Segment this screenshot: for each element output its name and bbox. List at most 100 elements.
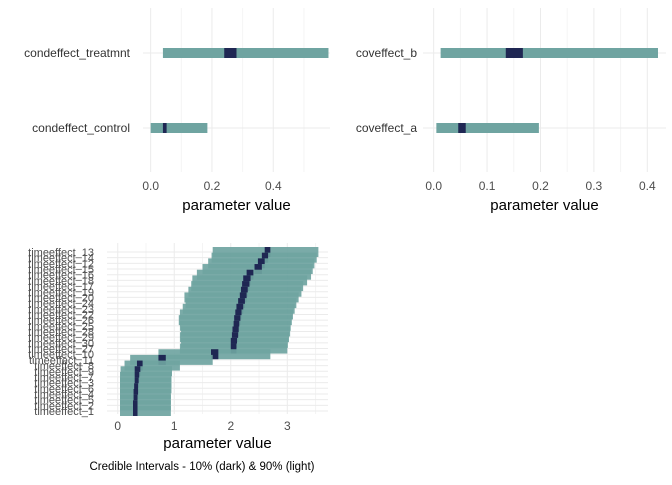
x-tick-label: 0.4: [265, 179, 282, 193]
interval-10-bar: [230, 343, 237, 354]
category-label: timeeffect_7: [34, 372, 94, 384]
category-label: timeeffect_22: [28, 309, 94, 321]
x-tick-label: 0.1: [479, 179, 496, 193]
category-label: timeeffect_18: [28, 275, 94, 287]
category-label: timeeffect_30: [28, 338, 94, 350]
interval-10-bar: [133, 394, 138, 405]
panel-condeffect: condeffect_treatmnt condeffect_control 0.0…: [24, 8, 330, 214]
interval-10-bar: [505, 48, 523, 58]
x-tick-label: 0.2: [204, 179, 221, 193]
interval-90-bar: [124, 360, 180, 371]
x-tick-label: 3: [284, 419, 291, 433]
interval-10-bar: [134, 377, 139, 388]
panel-coveffect: coveffect_b coveffect_a 0.0 0.1 0.2 0.3 0.4 par…: [356, 8, 666, 214]
figure-caption: Credible Intervals - 10% (dark) & 90% (l…: [90, 461, 315, 473]
interval-10-bar: [239, 292, 247, 303]
interval-10-bar: [133, 388, 139, 399]
interval-10-bar: [246, 269, 254, 280]
interval-10-bar: [230, 337, 237, 348]
interval-10-bar: [133, 406, 138, 416]
category-label: timeeffect_27: [28, 344, 94, 356]
interval-10-bar: [231, 332, 239, 343]
interval-90-bar: [162, 48, 329, 58]
interval-90-bar: [196, 269, 312, 280]
interval-90-bar: [120, 383, 172, 394]
interval-90-bar: [120, 394, 171, 405]
category-label: condeffect_treatmnt: [24, 46, 131, 60]
interval-10-bar: [224, 48, 237, 58]
category-label: condeffect_control: [32, 121, 130, 135]
interval-10-bar: [240, 286, 248, 297]
x-tick-label: 2: [227, 419, 234, 433]
category-label: timeeffect_9: [34, 366, 94, 378]
interval-10-bar: [234, 315, 241, 326]
category-label: timeeffect_12: [28, 258, 94, 270]
category-label: timeeffect_25: [28, 321, 94, 333]
interval-10-bar: [264, 247, 271, 257]
interval-10-bar: [136, 360, 143, 371]
x-tick-label: 1: [171, 419, 178, 433]
category-label: timeeffect_10: [28, 349, 94, 361]
interval-10-bar: [243, 275, 251, 286]
interval-10-bar: [134, 371, 140, 382]
category-label: timeeffect_20: [28, 292, 94, 304]
category-label: timeeffect_6: [34, 383, 94, 395]
interval-10-bar: [134, 366, 141, 377]
category-label: timeeffect_4: [34, 389, 94, 401]
interval-90-bar: [150, 123, 208, 133]
category-label: timeeffect_26: [28, 315, 94, 327]
interval-10-bar: [162, 123, 167, 133]
interval-10-bar: [133, 400, 138, 411]
category-label: coveffect_a: [356, 121, 417, 135]
interval-90-bar: [120, 400, 171, 411]
interval-10-bar: [242, 281, 250, 292]
interval-10-bar: [458, 123, 466, 133]
interval-10-bar: [134, 383, 139, 394]
category-label: timeeffect_1: [34, 406, 94, 418]
interval-10-bar: [238, 298, 245, 309]
interval-10-bar: [211, 349, 219, 360]
category-label: timeeffect_15: [28, 264, 94, 276]
category-label: timeeffect_14: [28, 253, 94, 265]
interval-10-bar: [232, 326, 239, 337]
x-tick-label: 0.4: [639, 179, 656, 193]
category-label: timeeffect_16: [28, 270, 94, 282]
x-tick-label: 0.2: [532, 179, 549, 193]
interval-10-bar: [261, 252, 269, 263]
interval-10-bar: [254, 264, 262, 275]
category-label: timeeffect_19: [28, 287, 94, 299]
interval-90-bar: [120, 366, 172, 377]
x-tick-label: 0.0: [425, 179, 442, 193]
interval-90-bar: [120, 371, 172, 382]
x-tick-label: 0.3: [586, 179, 603, 193]
x-tick-label: 0.0: [142, 179, 159, 193]
interval-10-bar: [235, 309, 242, 320]
category-label: timeeffect_17: [28, 281, 94, 293]
category-label: timeeffect_11: [29, 355, 94, 367]
category-label: timeeffect_8: [34, 361, 94, 373]
panel-timeeffect: timeeffect_13timeeffect_14timeeffect_12t…: [28, 243, 328, 452]
x-axis-title: parameter value: [182, 197, 290, 214]
category-label: timeeffect_13: [28, 247, 94, 259]
category-label: timeeffect_2: [34, 400, 94, 412]
x-tick-label: 0: [114, 419, 121, 433]
interval-10-bar: [257, 258, 265, 269]
x-axis-title: parameter value: [163, 435, 271, 452]
interval-90-bar: [130, 354, 213, 365]
category-label: timeeffect_5: [34, 395, 94, 407]
category-label: timeeffect_29: [28, 332, 94, 344]
interval-90-bar: [436, 123, 539, 133]
interval-10-bar: [233, 320, 240, 331]
category-label: timeeffect_24: [28, 298, 94, 310]
interval-10-bar: [158, 354, 166, 365]
interval-90-bar: [120, 377, 172, 388]
category-label: timeeffect_28: [28, 327, 94, 339]
interval-10-bar: [236, 303, 244, 314]
interval-90-bar: [120, 406, 171, 416]
interval-90-bar: [120, 388, 171, 399]
category-label: timeeffect_23: [28, 304, 94, 316]
category-label: coveffect_b: [356, 46, 417, 60]
x-axis-title: parameter value: [490, 197, 598, 214]
category-label: timeeffect_3: [34, 378, 94, 390]
